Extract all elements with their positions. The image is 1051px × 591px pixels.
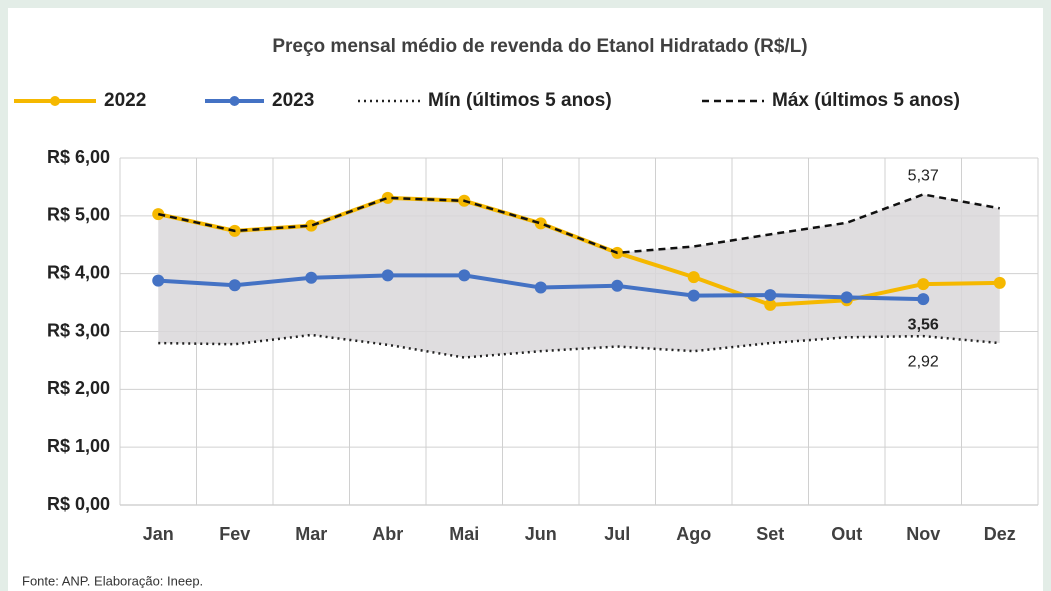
marker [764, 298, 777, 311]
marker [993, 276, 1006, 289]
marker [534, 217, 547, 230]
marker [687, 289, 700, 302]
x-tick-label: Abr [372, 524, 403, 544]
value-label: 5,37 [908, 168, 939, 185]
marker [840, 291, 853, 304]
marker [381, 191, 394, 204]
x-tick-label: Out [831, 524, 862, 544]
marker [534, 281, 547, 294]
x-tick-label: Nov [906, 524, 940, 544]
marker [152, 274, 165, 287]
x-tick-label: Set [756, 524, 784, 544]
legend-marker [229, 96, 240, 106]
x-tick-label: Fev [219, 524, 250, 544]
legend-marker [50, 96, 60, 106]
chart-title: Preço mensal médio de revenda do Etanol … [272, 36, 807, 57]
legend-label: Máx (últimos 5 anos) [772, 90, 960, 111]
value-label: 3,56 [908, 316, 939, 333]
y-tick-label: R$ 0,00 [47, 494, 110, 514]
marker [305, 219, 318, 232]
y-tick-label: R$ 5,00 [47, 205, 110, 225]
marker [764, 289, 777, 302]
x-tick-label: Ago [676, 524, 711, 544]
x-tick-label: Jan [143, 524, 174, 544]
x-tick-label: Jul [604, 524, 630, 544]
series-line [157, 193, 1000, 255]
marker [305, 271, 318, 284]
value-label: 2,92 [908, 353, 939, 370]
marker [458, 269, 471, 282]
source: Fonte: ANP. Elaboração: Ineep. [22, 573, 203, 588]
x-tick-label: Mai [449, 524, 479, 544]
marker [687, 271, 700, 284]
y-tick-label: R$ 2,00 [47, 378, 110, 398]
marker [611, 279, 624, 292]
y-tick-label: R$ 3,00 [47, 320, 110, 340]
legend-label: 2022 [104, 90, 146, 111]
min-max-band [158, 194, 1000, 358]
x-tick-label: Mar [295, 524, 327, 544]
marker [917, 293, 930, 306]
marker [917, 278, 930, 291]
x-tick-label: Dez [984, 524, 1016, 544]
y-tick-label: R$ 6,00 [47, 147, 110, 167]
marker [228, 279, 241, 292]
y-tick-label: R$ 4,00 [47, 262, 110, 282]
legend-label: Mín (últimos 5 anos) [428, 90, 612, 111]
x-tick-label: Jun [525, 524, 557, 544]
marker [381, 269, 394, 282]
y-tick-label: R$ 1,00 [47, 436, 110, 456]
legend-label: 2023 [272, 90, 314, 111]
